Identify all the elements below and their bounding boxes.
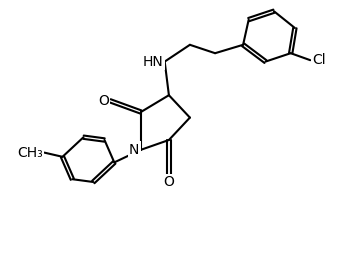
- Text: Cl: Cl: [313, 53, 326, 67]
- Text: N: N: [129, 143, 139, 157]
- Text: O: O: [163, 175, 174, 189]
- Text: O: O: [98, 94, 109, 108]
- Text: HN: HN: [143, 55, 163, 69]
- Text: CH₃: CH₃: [17, 146, 43, 160]
